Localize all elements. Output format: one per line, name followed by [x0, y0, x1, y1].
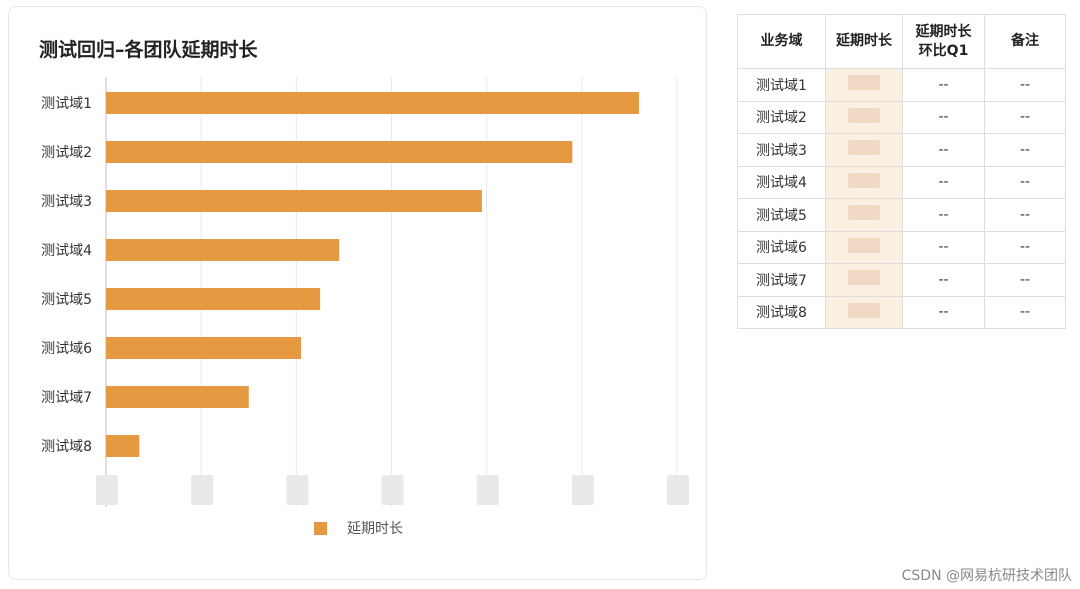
table-cell: --: [984, 198, 1066, 232]
table-row: 测试域5 -- --: [737, 198, 1066, 232]
table-cell: --: [902, 295, 985, 329]
obscured-value: [848, 270, 880, 286]
table-cell: --: [902, 230, 985, 264]
obscured-value: [848, 172, 880, 188]
x-tick-label-obscured: [667, 475, 689, 505]
category-label: 测试域1: [41, 96, 92, 112]
bar-chart: 测试域1 测试域2 测试域3 测试域4 测试域5 测试域6 测试域7 测试域8 延期时长: [41, 77, 689, 537]
table-cell: [825, 230, 903, 264]
table-header-row: 业务域 延期时长 延期时长 环比Q1 备注: [737, 14, 1066, 69]
bar: [106, 190, 482, 212]
category-label: 测试域6: [41, 341, 92, 357]
table-cell: 测试域3: [737, 133, 826, 167]
table-row: 测试域6 -- --: [737, 230, 1066, 264]
table-cell: [825, 263, 903, 297]
summary-table: 业务域 延期时长 延期时长 环比Q1 备注 测试域1 -- -- 测试域2 -- -- 测试域…: [737, 14, 1066, 329]
table-cell: 测试域7: [737, 263, 826, 297]
table-header-delay: 延期时长: [825, 14, 903, 69]
bar: [106, 141, 573, 163]
x-tick-label-obscured: [191, 475, 214, 505]
table-row: 测试域1 -- --: [737, 68, 1066, 102]
bar: [106, 92, 639, 114]
bar: [106, 337, 302, 359]
obscured-value: [848, 302, 880, 318]
table-cell: --: [902, 165, 985, 199]
table-header-note: 备注: [984, 14, 1066, 69]
table-cell: [825, 198, 903, 232]
table-header-delay-qoq: 延期时长 环比Q1: [902, 14, 985, 69]
table-cell: 测试域4: [737, 165, 826, 199]
table-cell: [825, 133, 903, 167]
chart-title: 测试回归–各团队延期时长: [39, 39, 258, 61]
chart-card: 测试回归–各团队延期时长 测试域1 测试域2 测试域3 测试域4 测试域5 测试域6 测试域…: [8, 6, 707, 580]
legend-swatch: [314, 522, 327, 535]
table-cell: --: [984, 165, 1066, 199]
table-cell: --: [984, 133, 1066, 167]
table-cell: --: [902, 68, 985, 102]
table-cell: 测试域2: [737, 100, 826, 134]
obscured-value: [848, 75, 880, 91]
table-cell: 测试域5: [737, 198, 826, 232]
table-cell: --: [984, 263, 1066, 297]
obscured-value: [848, 107, 880, 123]
table-cell: 测试域6: [737, 230, 826, 264]
table-row: 测试域3 -- --: [737, 133, 1066, 167]
table-cell: --: [984, 68, 1066, 102]
category-label: 测试域5: [41, 292, 92, 308]
category-label: 测试域7: [41, 390, 92, 406]
table-cell: 测试域8: [737, 295, 826, 329]
x-tick-label-obscured: [571, 475, 594, 505]
x-tick-label-obscured: [96, 475, 118, 505]
category-label: 测试域8: [41, 439, 92, 455]
table-row: 测试域2 -- --: [737, 100, 1066, 134]
x-tick-label-obscured: [381, 475, 404, 505]
table-cell: --: [902, 263, 985, 297]
bar: [106, 386, 249, 408]
table-row: 测试域4 -- --: [737, 165, 1066, 199]
category-label: 测试域3: [41, 194, 92, 210]
table-cell: 测试域1: [737, 68, 826, 102]
x-tick-label-obscured: [286, 475, 309, 505]
obscured-value: [848, 237, 880, 253]
table-cell: [825, 295, 903, 329]
table-cell: --: [902, 133, 985, 167]
table-cell: [825, 100, 903, 134]
table-header-domain: 业务域: [737, 14, 826, 69]
table-cell: --: [902, 100, 985, 134]
table-cell: --: [902, 198, 985, 232]
table-cell: [825, 68, 903, 102]
category-label: 测试域2: [41, 145, 92, 161]
table-cell: [825, 165, 903, 199]
table-cell: --: [984, 100, 1066, 134]
bar: [106, 435, 140, 457]
obscured-value: [848, 140, 880, 156]
category-label: 测试域4: [41, 243, 92, 259]
footer-credit: CSDN @网易杭研技术团队: [901, 568, 1072, 584]
table-cell: --: [984, 230, 1066, 264]
obscured-value: [848, 205, 880, 221]
table-row: 测试域8 -- --: [737, 295, 1066, 329]
bar: [106, 239, 340, 261]
table-row: 测试域7 -- --: [737, 263, 1066, 297]
x-tick-label-obscured: [476, 475, 499, 505]
table-cell: --: [984, 295, 1066, 329]
bar: [106, 288, 321, 310]
legend-label: 延期时长: [347, 521, 403, 537]
